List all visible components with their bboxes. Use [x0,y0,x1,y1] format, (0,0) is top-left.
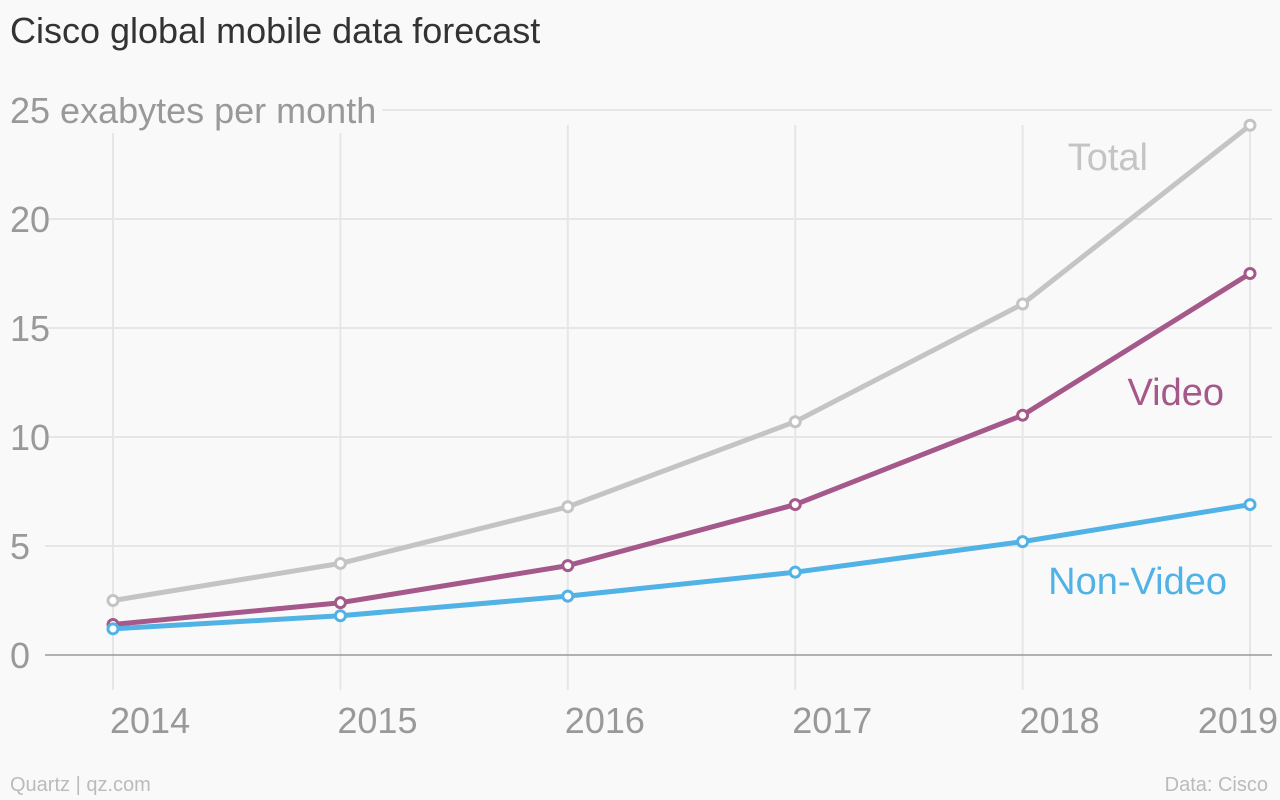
y-tick-label: 5 [10,526,30,567]
series-label-non-video: Non-Video [1048,561,1227,603]
x-tick-label: 2014 [110,700,190,741]
y-tick-label: 0 [10,635,30,676]
series-label-video: Video [1127,372,1224,414]
y-top-label-bg [6,88,383,133]
data-point-total [788,415,802,429]
series-line-video [110,271,1253,627]
x-tick-label: 2015 [337,700,417,741]
series-lines [106,118,1257,636]
x-tick-label: 2016 [565,700,645,741]
series-line-total [110,122,1253,603]
data-point-video [561,559,575,573]
data-point-non-video [1016,535,1030,549]
data-point-non-video [106,622,120,636]
data-point-video [1243,267,1257,280]
data-point-total [1243,118,1257,132]
data-point-total [106,594,120,607]
data-point-non-video [788,565,802,579]
x-tick-label: 2019 [1198,700,1278,741]
y-tick-label: 25 exabytes per month [10,90,376,131]
x-tick-label: 2017 [792,700,872,741]
y-tick-label: 15 [10,308,50,349]
series-labels: Total Video Non-Video [1048,137,1227,603]
y-tick-label: 10 [10,417,50,458]
data-point-non-video [333,609,347,623]
data-point-total [1016,297,1030,311]
data-point-non-video [561,589,575,603]
footer-source-right: Data: Cisco [1164,774,1268,796]
chart-title: Cisco global mobile data forecast [10,10,541,51]
series-line-non-video [110,502,1253,632]
data-point-video [333,596,347,610]
data-point-video [788,498,802,512]
data-point-video [1016,408,1030,422]
footer-source-left: Quartz | qz.com [10,774,151,796]
grid-lines [45,109,1272,690]
axes: 0 5 10 15 20 25 exabytes per month 2014 2015 201… [6,88,1278,741]
y-tick-label: 20 [10,199,50,240]
data-point-non-video [1243,498,1257,512]
x-tick-label: 2018 [1020,700,1100,741]
data-point-total [333,556,347,570]
data-point-total [561,500,575,514]
series-label-total: Total [1068,137,1148,179]
